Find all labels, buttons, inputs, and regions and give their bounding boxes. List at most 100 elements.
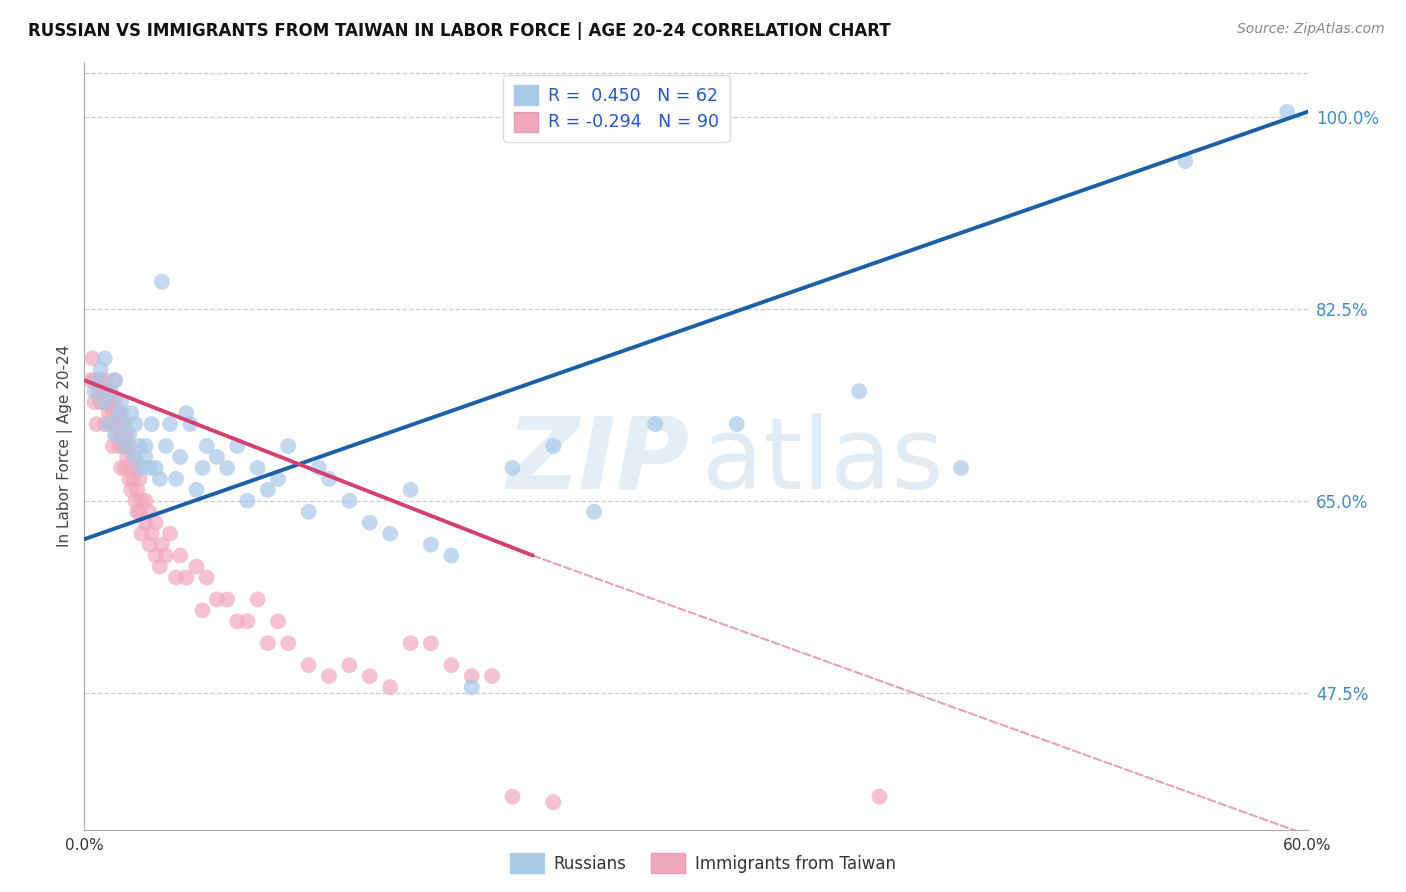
Point — [114, 439, 136, 453]
Point — [257, 636, 280, 650]
Point — [91, 384, 114, 399]
Point — [128, 439, 150, 453]
Text: Source: ZipAtlas.com: Source: ZipAtlas.com — [1237, 22, 1385, 37]
Point — [318, 669, 340, 683]
Point — [267, 472, 290, 486]
Point — [236, 615, 259, 629]
Point — [191, 603, 214, 617]
Point — [246, 592, 269, 607]
Point — [308, 461, 330, 475]
Point — [112, 417, 135, 431]
Point — [112, 439, 135, 453]
Point — [87, 373, 110, 387]
Point — [195, 439, 218, 453]
Point — [195, 570, 218, 584]
Point — [128, 472, 150, 486]
Point — [86, 373, 108, 387]
Point — [93, 395, 115, 409]
Point — [848, 384, 870, 399]
Point — [127, 505, 149, 519]
Point — [191, 461, 214, 475]
Point — [93, 417, 115, 431]
Point — [226, 615, 249, 629]
Point — [174, 570, 197, 584]
Point — [380, 526, 402, 541]
Point — [124, 493, 146, 508]
Point — [93, 351, 115, 366]
Point — [950, 461, 973, 475]
Point — [127, 483, 149, 497]
Point — [502, 789, 524, 804]
Point — [115, 428, 138, 442]
Point — [359, 516, 381, 530]
Point — [104, 428, 127, 442]
Text: atlas: atlas — [702, 413, 943, 510]
Point — [82, 351, 104, 366]
Point — [114, 417, 136, 431]
Point — [583, 505, 606, 519]
Point — [420, 538, 443, 552]
Text: ZIP: ZIP — [506, 413, 690, 510]
Point — [141, 417, 163, 431]
Point — [399, 636, 422, 650]
Point — [145, 516, 167, 530]
Legend: Russians, Immigrants from Taiwan: Russians, Immigrants from Taiwan — [503, 847, 903, 880]
Point — [399, 483, 422, 497]
Point — [226, 439, 249, 453]
Point — [135, 493, 157, 508]
Point — [155, 439, 177, 453]
Point — [339, 493, 361, 508]
Point — [359, 669, 381, 683]
Text: RUSSIAN VS IMMIGRANTS FROM TAIWAN IN LABOR FORCE | AGE 20-24 CORRELATION CHART: RUSSIAN VS IMMIGRANTS FROM TAIWAN IN LAB… — [28, 22, 891, 40]
Point — [440, 658, 463, 673]
Point — [186, 483, 208, 497]
Point — [179, 417, 201, 431]
Point — [141, 526, 163, 541]
Point — [149, 472, 172, 486]
Point — [186, 559, 208, 574]
Point — [114, 428, 136, 442]
Point — [97, 417, 120, 431]
Point — [118, 439, 141, 453]
Point — [131, 526, 153, 541]
Point — [205, 592, 228, 607]
Point — [104, 373, 127, 387]
Point — [122, 472, 145, 486]
Point — [100, 384, 122, 399]
Point — [118, 428, 141, 442]
Point — [120, 406, 142, 420]
Point — [114, 439, 136, 453]
Point — [543, 795, 565, 809]
Point — [217, 592, 239, 607]
Point — [87, 384, 110, 399]
Point — [90, 395, 112, 409]
Point — [298, 658, 321, 673]
Point — [318, 472, 340, 486]
Point — [108, 417, 131, 431]
Point — [461, 669, 484, 683]
Point — [236, 493, 259, 508]
Point — [145, 461, 167, 475]
Point — [90, 362, 112, 376]
Point — [83, 395, 105, 409]
Point — [135, 450, 157, 464]
Point — [380, 680, 402, 694]
Point — [110, 428, 132, 442]
Point — [725, 417, 748, 431]
Point — [118, 472, 141, 486]
Point — [101, 439, 124, 453]
Point — [79, 373, 101, 387]
Point — [90, 373, 112, 387]
Point — [124, 417, 146, 431]
Point — [131, 493, 153, 508]
Point — [110, 461, 132, 475]
Point — [108, 439, 131, 453]
Y-axis label: In Labor Force | Age 20-24: In Labor Force | Age 20-24 — [58, 345, 73, 547]
Point — [124, 450, 146, 464]
Point — [128, 505, 150, 519]
Point — [277, 439, 299, 453]
Point — [96, 384, 118, 399]
Point — [115, 450, 138, 464]
Point — [138, 505, 160, 519]
Point — [205, 450, 228, 464]
